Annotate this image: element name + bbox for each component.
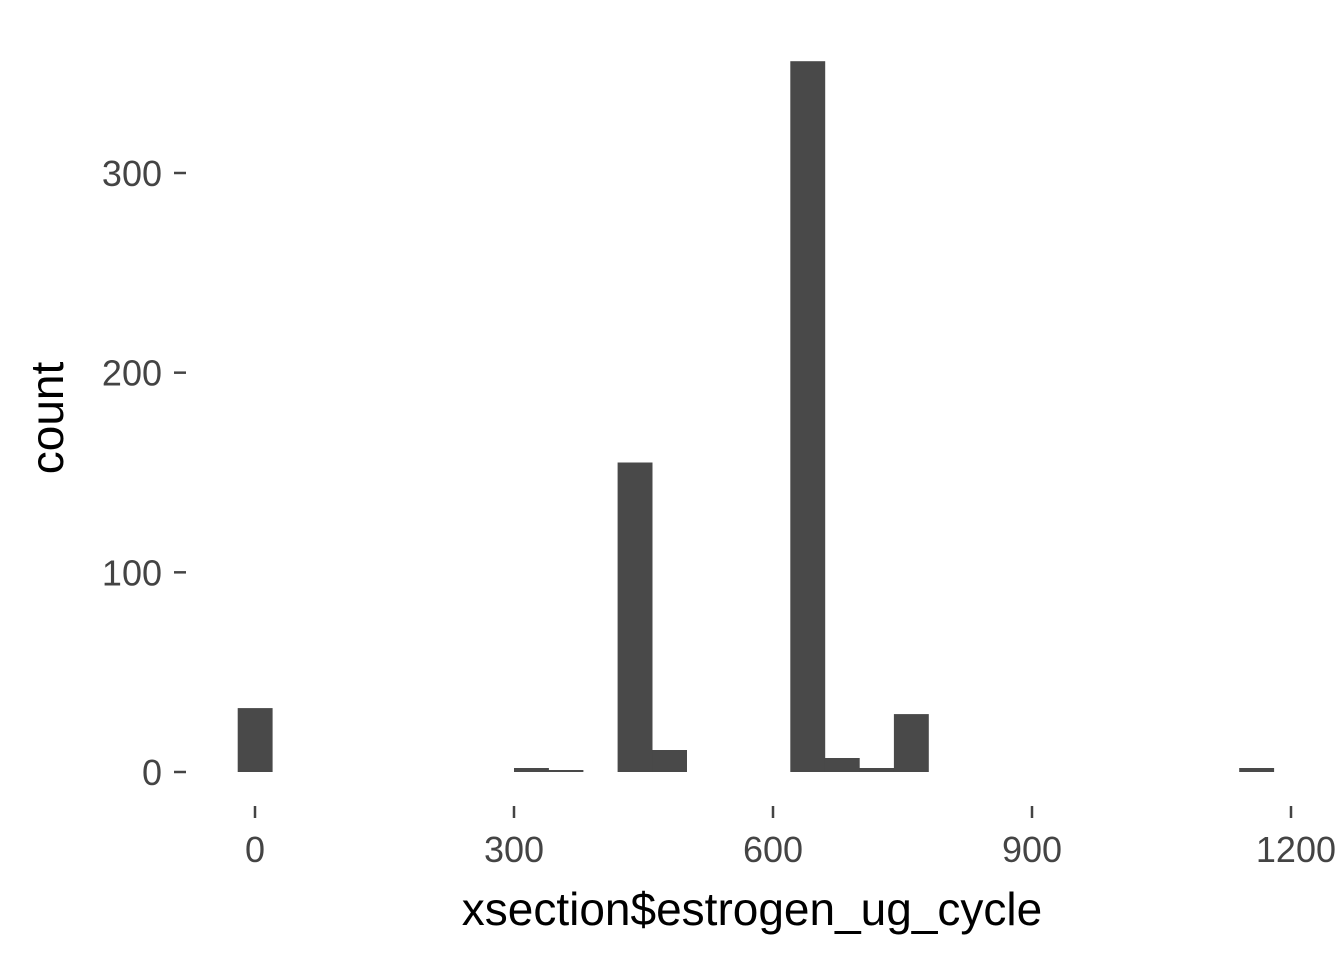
histogram-bar <box>790 61 826 772</box>
x-tick-label: 1200 <box>1256 829 1336 870</box>
histogram-bar <box>514 768 549 772</box>
histogram-bar <box>617 462 653 772</box>
histogram-bar <box>893 714 929 772</box>
x-axis-title: xsection$estrogen_ug_cycle <box>462 883 1042 935</box>
histogram-bar <box>548 770 584 772</box>
histogram-bar <box>859 768 895 772</box>
x-axis: 0 300 600 900 1200 <box>245 806 1336 870</box>
y-tick-label: 0 <box>142 752 162 793</box>
x-tick-label: 0 <box>245 829 265 870</box>
y-tick-label: 200 <box>102 353 162 394</box>
y-tick-label: 300 <box>102 153 162 194</box>
y-axis: 0 100 200 300 <box>102 153 186 793</box>
histogram-bar <box>824 758 860 772</box>
histogram-bar <box>237 708 273 772</box>
y-tick-label: 100 <box>102 552 162 593</box>
x-tick-label: 600 <box>743 829 803 870</box>
x-tick-label: 900 <box>1002 829 1062 870</box>
histogram-bar <box>652 750 687 772</box>
bars-layer <box>237 61 1275 772</box>
y-axis-title: count <box>21 362 73 475</box>
x-tick-label: 300 <box>484 829 544 870</box>
histogram-bar <box>1239 768 1275 772</box>
